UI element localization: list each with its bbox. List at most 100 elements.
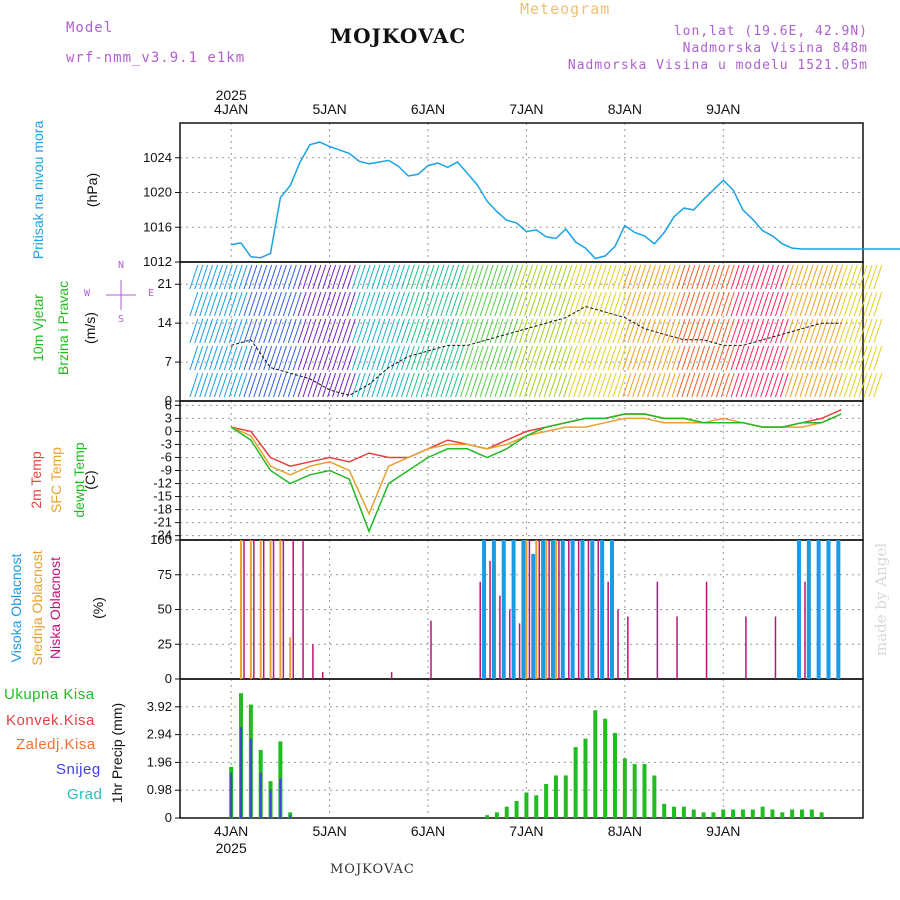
wind-barb <box>755 345 765 371</box>
wind-barb <box>779 291 789 317</box>
wind-barb <box>779 318 789 344</box>
wind-barb <box>681 264 691 290</box>
wind-barb <box>804 291 814 317</box>
wind-barb <box>361 372 371 398</box>
wind-barb <box>838 318 848 344</box>
wind-barb <box>519 318 529 344</box>
wind-barb <box>268 345 278 371</box>
wind-barb <box>282 372 292 398</box>
wind-barb <box>523 318 533 344</box>
wind-barb <box>233 372 243 398</box>
wind-barb <box>804 345 814 371</box>
tick-label: 3.92 <box>147 699 172 714</box>
wind-barb <box>710 264 720 290</box>
wind-barb <box>597 345 607 371</box>
wind-barb <box>558 264 568 290</box>
wind-barb <box>528 372 538 398</box>
tick-label: -6 <box>160 449 172 464</box>
cloud-high-bar <box>806 540 811 679</box>
wind-barb <box>238 264 248 290</box>
precip-total-bar <box>770 809 775 818</box>
wind-barb <box>519 264 529 290</box>
wind-barb <box>322 264 332 290</box>
wind-barb <box>499 318 509 344</box>
wind-barb <box>833 264 843 290</box>
wind-barb <box>765 264 775 290</box>
wind-barb <box>824 372 834 398</box>
wind-barb <box>371 264 381 290</box>
cloud-low-bar <box>577 540 580 679</box>
wind-barb <box>204 318 214 344</box>
wind-barb <box>656 372 666 398</box>
wind-barb <box>833 318 843 344</box>
wind-barb <box>853 318 863 344</box>
tick-label: -12 <box>153 476 172 491</box>
wind-barb <box>656 345 666 371</box>
wind-barb <box>514 291 524 317</box>
wind-barb <box>292 264 302 290</box>
wind-barb <box>873 345 883 371</box>
wind-barb <box>332 264 342 290</box>
wind-barb <box>209 372 218 398</box>
wind-barb <box>268 264 278 290</box>
wind-barb <box>351 291 361 317</box>
wind-barb <box>622 291 632 317</box>
wind-barb <box>548 372 558 398</box>
compass-cross-icon <box>106 280 136 310</box>
wind-barb <box>745 372 755 398</box>
wind-barb <box>533 291 543 317</box>
wind-barb <box>361 318 371 344</box>
wind-barb <box>253 291 263 317</box>
wind-barb <box>356 264 366 290</box>
wind-barb <box>332 291 342 317</box>
cloud-high-bar <box>600 540 605 679</box>
wind-barb <box>720 345 730 371</box>
day-label-top: 6JAN <box>411 101 445 117</box>
wind-barb <box>612 291 622 317</box>
wind-barb <box>755 372 765 398</box>
wind-barb <box>391 372 401 398</box>
wind-barb <box>809 372 819 398</box>
wind-barb <box>297 291 307 317</box>
cloud-high-bar <box>550 540 555 679</box>
tick-label: -24 <box>153 528 172 543</box>
wind-barb <box>341 264 351 290</box>
wind-barb <box>460 264 469 290</box>
wind-barb <box>258 291 268 317</box>
wind-barb <box>400 291 410 317</box>
wind-barb <box>336 372 346 398</box>
wind-barb <box>642 264 652 290</box>
wind-barb <box>710 372 720 398</box>
wind-barb <box>405 318 415 344</box>
wind-barb <box>464 372 474 398</box>
wind-barb <box>474 318 484 344</box>
wind-barb <box>499 345 509 371</box>
wind-barb <box>282 264 292 290</box>
wind-barb <box>853 264 863 290</box>
wind-barb <box>858 318 868 344</box>
wind-barb <box>740 372 750 398</box>
wind-barb <box>346 318 356 344</box>
wind-barb <box>287 345 297 371</box>
wind-barb <box>292 345 302 371</box>
cloud-low-bar <box>302 540 304 679</box>
day-label-bottom: 8JAN <box>608 823 642 839</box>
wind-barb <box>637 264 647 290</box>
panel-frame <box>179 678 864 819</box>
wind-barb <box>573 264 583 290</box>
cloud-low-bar <box>282 540 285 679</box>
wind-barb <box>464 264 474 290</box>
wind-barb <box>263 372 273 398</box>
wind-barb <box>523 264 533 290</box>
wind-barb <box>794 372 804 398</box>
wind-barb <box>829 264 839 290</box>
precip-total-bar <box>632 764 637 818</box>
wind-barb <box>627 372 637 398</box>
wind-barb <box>528 318 538 344</box>
wind-barb <box>607 345 617 371</box>
wind-barb <box>651 318 661 344</box>
wind-barb <box>253 264 263 290</box>
wind-barb <box>760 318 770 344</box>
wind-barb <box>228 264 238 290</box>
wind-barb <box>440 318 450 344</box>
